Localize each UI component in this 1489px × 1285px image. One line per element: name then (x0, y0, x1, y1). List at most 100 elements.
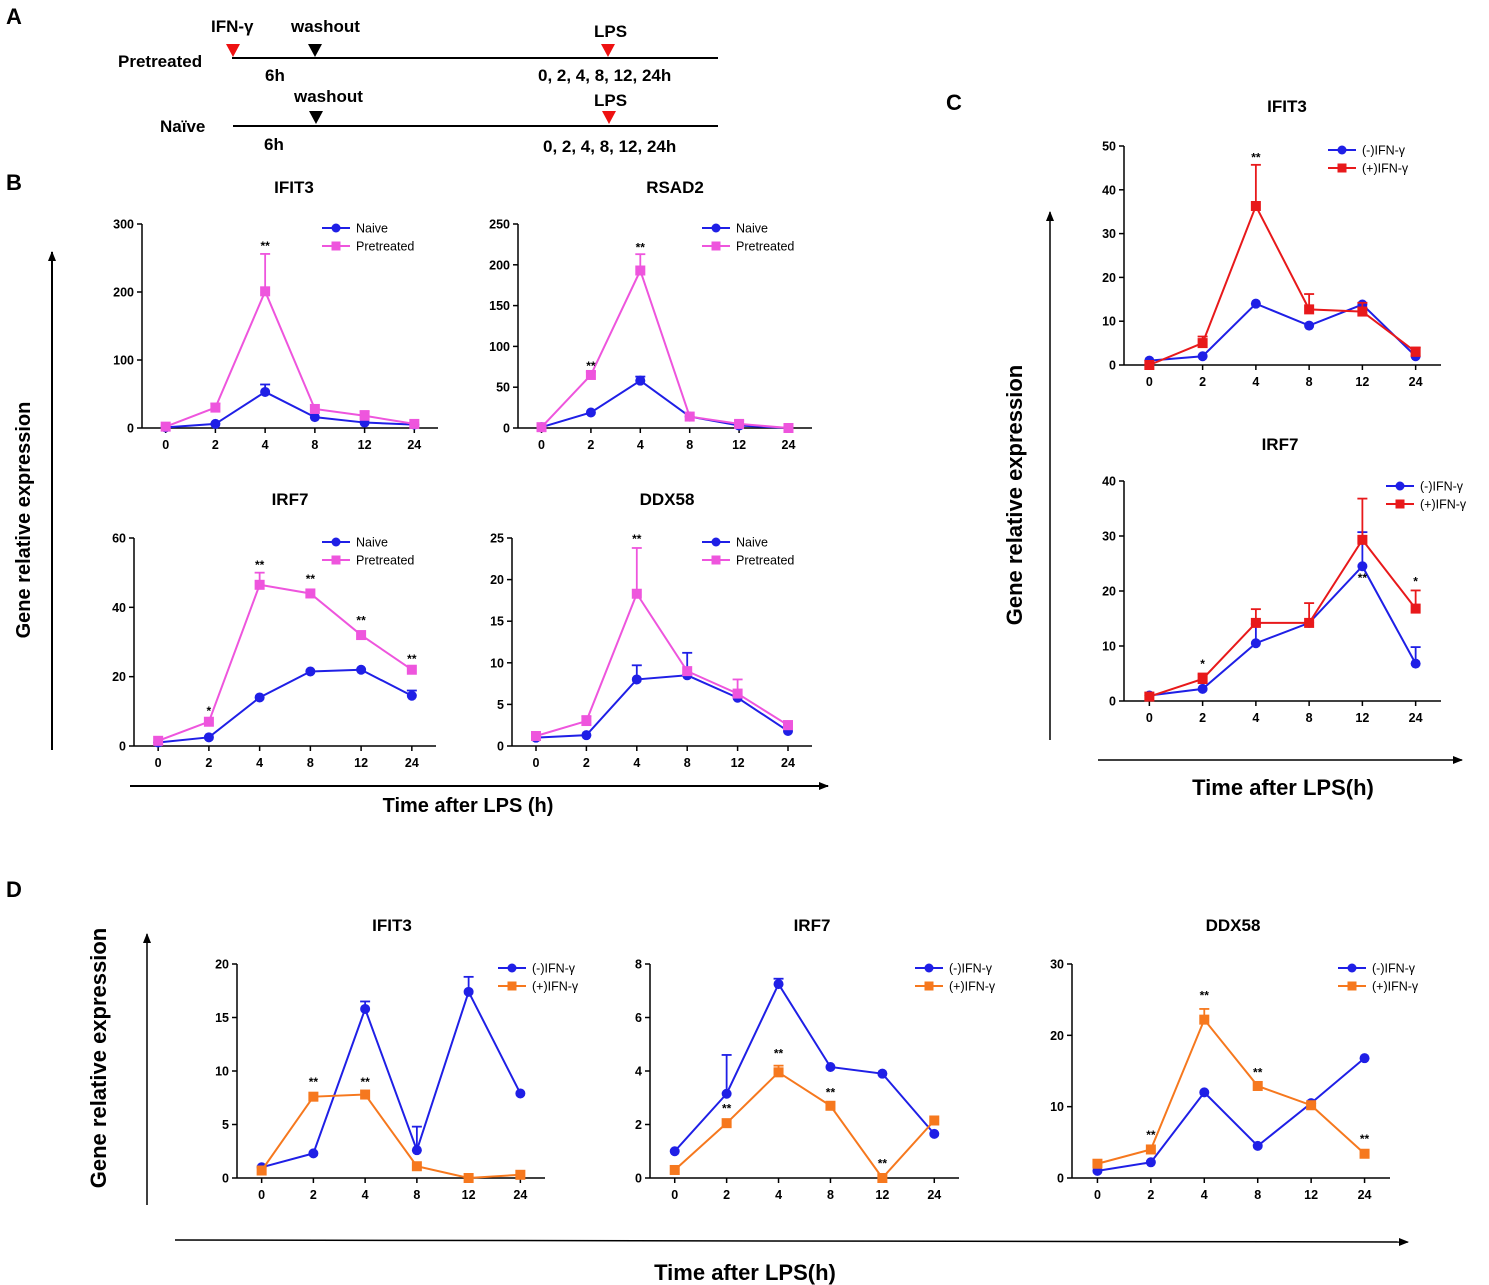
x-tick-label: 4 (256, 756, 263, 770)
data-point (929, 1128, 940, 1139)
x-tick-label: 2 (205, 756, 212, 770)
significance-label: ** (826, 1085, 836, 1099)
series-treated (256, 1089, 526, 1183)
data-point (669, 1164, 680, 1175)
chart-title: IFIT3 (372, 916, 412, 935)
legend-marker (331, 555, 341, 565)
x-axis-label: Time after LPS(h) (654, 1260, 836, 1285)
data-point (1304, 617, 1315, 628)
data-point (1359, 1053, 1370, 1064)
x-axis-label: Time after LPS(h) (1192, 775, 1374, 800)
legend-item: Naive (322, 536, 388, 550)
data-point (406, 690, 417, 701)
ifn-marker-icon (226, 44, 240, 57)
lps-label-naive: LPS (594, 91, 627, 110)
y-tick-label: 200 (489, 258, 510, 272)
y-tick-label: 250 (489, 218, 510, 232)
x-tick-label: 4 (633, 756, 640, 770)
legend-marker (1395, 481, 1405, 491)
timeline: Pretreated IFN-γ washout LPS 6h 0, 2, 4,… (118, 17, 718, 156)
series-treated (1092, 1008, 1370, 1169)
data-point (210, 418, 221, 429)
data-point (515, 1169, 526, 1180)
data-point (411, 1161, 422, 1172)
washout-label-naive: washout (293, 87, 363, 106)
data-point (406, 664, 417, 675)
series-line (157, 583, 413, 742)
washout-label-pretreated: washout (290, 17, 360, 36)
data-point (585, 369, 596, 380)
y-tick-label: 2 (635, 1118, 642, 1132)
series-control (256, 975, 526, 1173)
x-tick-label: 12 (354, 756, 368, 770)
legend-marker (711, 241, 721, 251)
legend-marker (1337, 163, 1347, 173)
legend-label: (-)IFN-γ (532, 962, 576, 976)
legend-marker (924, 981, 934, 991)
duration-label-naive: 6h (264, 135, 284, 154)
series-treated (160, 253, 420, 432)
legend-marker (1395, 499, 1405, 509)
series-line (1097, 1057, 1366, 1172)
significance-label: ** (878, 1156, 888, 1170)
x-tick-label: 4 (362, 1188, 369, 1202)
data-point (734, 418, 745, 429)
series-control (160, 383, 420, 433)
x-tick-label: 12 (731, 756, 745, 770)
legend-label: (+)IFN-γ (949, 980, 996, 994)
data-point (783, 720, 793, 731)
significance-label: ** (586, 359, 596, 373)
data-point (1199, 1014, 1210, 1025)
series-treated (153, 571, 417, 746)
y-tick-label: 40 (112, 601, 126, 615)
x-tick-label: 8 (827, 1188, 834, 1202)
data-point (160, 421, 171, 432)
significance-label: ** (636, 241, 646, 255)
y-tick-label: 30 (1050, 958, 1064, 972)
panel-label-b: B (6, 170, 22, 195)
series-line (158, 668, 413, 744)
y-tick-label: 8 (635, 958, 642, 972)
y-tick-label: 30 (1102, 530, 1116, 544)
x-tick-label: 24 (782, 438, 796, 452)
data-point (635, 375, 646, 386)
legend-item: (-)IFN-γ (1338, 962, 1416, 976)
x-tick-label: 0 (533, 756, 540, 770)
data-point (585, 407, 596, 418)
timeline-row-label-pretreated: Pretreated (118, 52, 202, 71)
significance-label: ** (722, 1101, 732, 1115)
legend-marker (507, 963, 517, 973)
data-point (1359, 1148, 1370, 1159)
y-tick-label: 20 (490, 573, 504, 587)
x-tick-label: 12 (1355, 375, 1369, 389)
legend-label: (-)IFN-γ (1372, 962, 1416, 976)
data-point (1145, 1157, 1156, 1168)
x-tick-label: 8 (413, 1188, 420, 1202)
y-tick-label: 300 (113, 218, 134, 232)
x-tick-label: 4 (1252, 375, 1259, 389)
legend-item: Naive (702, 222, 768, 236)
series-control (153, 664, 417, 748)
x-tick-label: 4 (1201, 1188, 1208, 1202)
data-point (203, 732, 214, 743)
series-control (531, 651, 793, 743)
chart-title: IFIT3 (274, 178, 314, 197)
x-tick-label: 4 (637, 438, 644, 452)
data-point (359, 410, 370, 421)
data-point (1250, 201, 1261, 212)
y-tick-label: 0 (503, 422, 510, 436)
y-tick-label: 0 (1057, 1172, 1064, 1186)
x-tick-label: 2 (723, 1188, 730, 1202)
series-line (540, 267, 789, 429)
data-point (1199, 1087, 1210, 1098)
y-tick-label: 15 (490, 615, 504, 629)
y-tick-label: 4 (635, 1065, 642, 1079)
data-point (305, 666, 316, 677)
data-point (463, 1173, 474, 1183)
legend-marker (507, 981, 517, 991)
legend-marker (1347, 963, 1357, 973)
x-tick-label: 12 (358, 438, 372, 452)
data-point (1306, 1100, 1317, 1111)
x-tick-label: 4 (1252, 711, 1259, 725)
